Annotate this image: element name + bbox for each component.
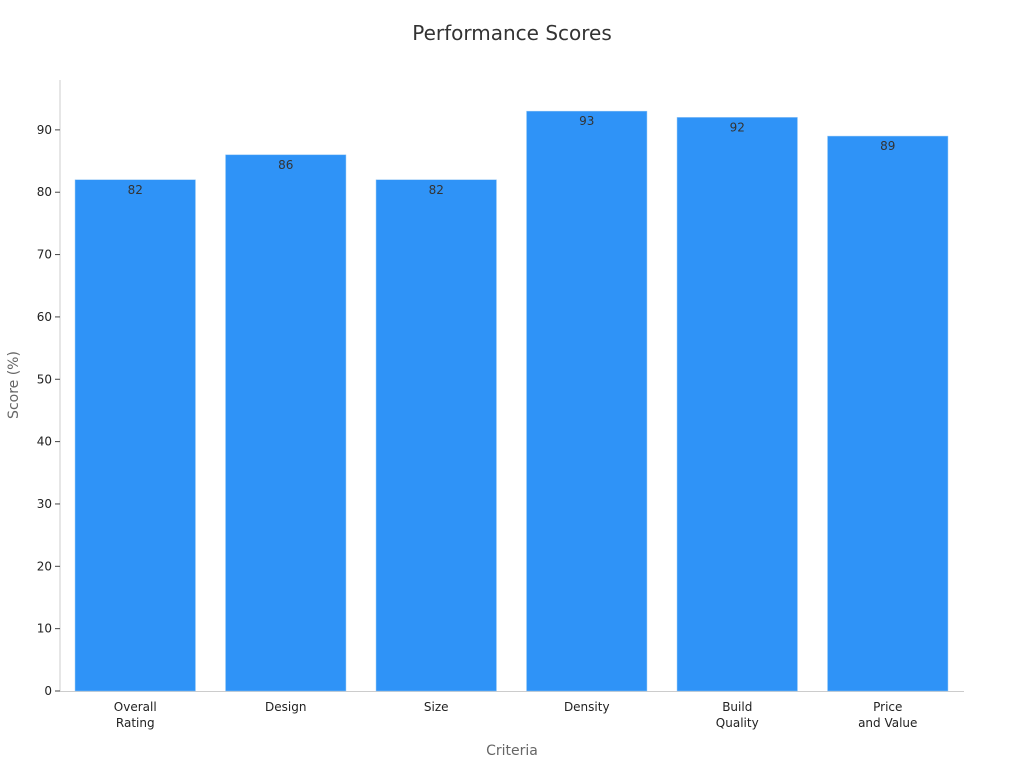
chart-title: Performance Scores xyxy=(412,21,612,45)
x-tick-label: Design xyxy=(265,700,306,714)
y-tick-label: 60 xyxy=(37,310,52,324)
y-tick-label: 30 xyxy=(37,497,52,511)
y-tick-label: 90 xyxy=(37,123,52,137)
bar xyxy=(225,154,347,692)
bar xyxy=(676,117,798,692)
y-tick-label: 50 xyxy=(37,372,52,386)
value-label: 89 xyxy=(880,139,895,153)
value-label: 82 xyxy=(128,183,143,197)
bar xyxy=(74,179,196,692)
x-tick-label: Overall Rating xyxy=(114,700,157,730)
value-label: 92 xyxy=(730,120,745,134)
bar xyxy=(827,135,949,692)
x-tick-label: Size xyxy=(424,700,449,714)
x-tick-label: Density xyxy=(564,700,610,714)
bar xyxy=(375,179,497,692)
value-label: 82 xyxy=(429,183,444,197)
y-tick-label: 40 xyxy=(37,435,52,449)
y-tick-label: 70 xyxy=(37,248,52,262)
x-tick-label: Price and Value xyxy=(858,700,917,730)
bar xyxy=(526,110,648,692)
x-tick-label: Build Quality xyxy=(716,700,759,730)
value-label: 86 xyxy=(278,158,293,172)
y-tick-label: 20 xyxy=(37,559,52,573)
x-axis-label: Criteria xyxy=(486,743,538,759)
y-tick-label: 0 xyxy=(44,684,52,698)
y-tick-label: 80 xyxy=(37,185,52,199)
y-axis-label: Score (%) xyxy=(6,351,22,419)
value-label: 93 xyxy=(579,114,594,128)
y-tick-label: 10 xyxy=(37,622,52,636)
